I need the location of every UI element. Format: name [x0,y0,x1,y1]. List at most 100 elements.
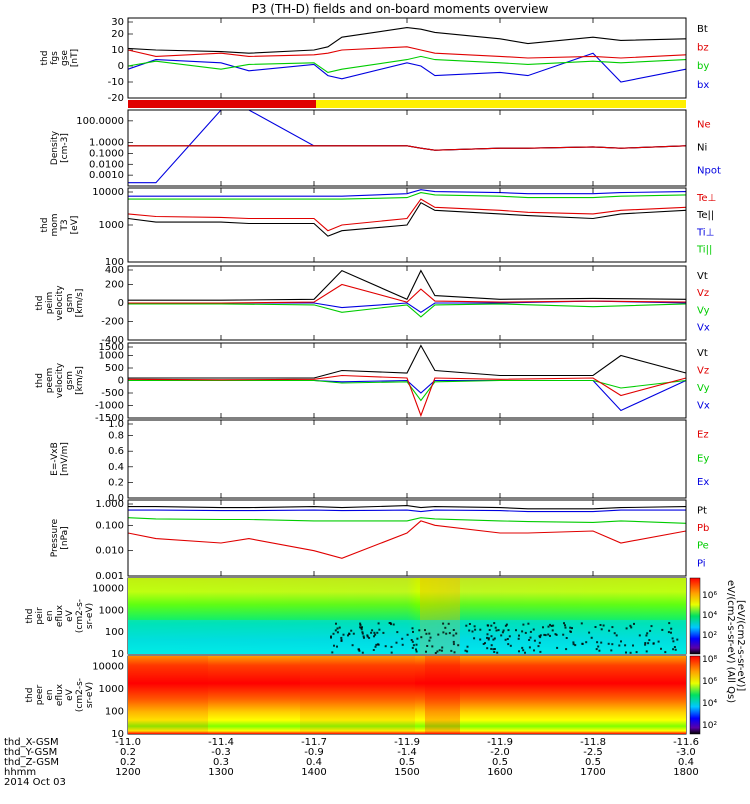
ion-spectrogram-ylabel-line: sr-eV) [85,603,95,629]
ion-spectrogram-speckle [590,636,593,639]
ion-spectrogram-speckle [615,634,618,637]
ion-spectrogram-speckle [610,649,613,652]
ion-spectrogram-speckle [452,634,455,637]
ion-spectrogram-speckle [361,632,364,635]
ion-spectrogram-speckle [428,632,431,635]
efield-ytick-label: 0.4 [108,462,124,473]
ion-spectrogram-speckle [490,644,493,647]
ion-spectrogram-speckle [336,645,338,648]
ion-spectrogram-speckle [490,624,493,627]
electron-spectrogram-ylabel-line: eV [65,688,75,701]
ion-spectrogram-speckle [555,633,558,636]
ion-spectrogram-speckle [611,643,614,646]
ion-spectrogram-speckle [373,631,376,634]
ion-spectrogram-speckle [392,623,395,626]
ion-spectrogram-speckle [652,642,655,645]
ion-spectrogram-speckle [416,637,419,640]
electron-spectrogram-ylabel-line: en [45,689,55,700]
ion-spectrogram-speckle [571,627,573,630]
ion-spectrogram-ylabel-line: thd [25,609,35,624]
mode-bar-yellow [316,100,686,108]
ion-spectrogram-speckle [564,626,567,629]
ion-spectrogram-speckle [638,634,641,637]
electron-colorbar [689,655,701,735]
ion-spectrogram-speckle [650,625,653,628]
density-legend-Npot: Npot [697,165,721,176]
density-ytick-label: 0.1000 [89,148,124,159]
ion-spectrogram-speckle [366,635,369,638]
ion-spectrogram-speckle [358,649,361,652]
ion-spectrogram-speckle [373,635,375,638]
ion-spectrogram-speckle [447,622,450,625]
ion-spectrogram-speckle [674,648,677,651]
ion-spectrogram-speckle [521,630,524,633]
ion-colorbar-label: eV/(cm2-s-sr-eV) (All Qs) [725,580,736,703]
density-legend-Ne: Ne [697,119,711,130]
fgs-ytick-label: 30 [111,17,124,28]
electron-velocity-legend-Vy: Vy [697,383,710,394]
ion-velocity-legend-Vx: Vx [697,323,710,334]
ion-spectrogram-speckle [359,626,362,629]
ion-spectrogram-speckle [533,649,535,652]
electron-spectrogram-ylabel-line: eflux [55,683,65,706]
ion-spectrogram-speckle [330,636,332,639]
orbit-row-value: -11.4 [208,737,234,748]
pressure-ytick-label: 0.100 [95,520,124,531]
ion-spectrogram-speckle [644,643,647,646]
ion-spectrogram-speckle [371,629,374,632]
ion-spectrogram-speckle [635,651,638,654]
orbit-row-value: -11.0 [115,737,141,748]
electron-velocity-ytick-label: -1000 [95,401,124,412]
ion-spectrogram-speckle [542,626,544,629]
orbit-row-value: -11.8 [580,737,606,748]
temperature-ytick-label: 1000 [99,220,124,231]
ion-spectrogram-speckle [464,649,467,652]
ion-spectrogram-speckle [448,632,451,635]
ion-spectrogram-speckle [484,642,486,645]
ion-spectrogram-speckle [661,628,664,631]
electron-colorbar-tick: 10² [702,721,717,731]
orbit-row-label: thd_X-GSM [4,737,59,748]
electron-velocity-ytick-label: -1500 [95,413,124,424]
orbit-row-value: -0.9 [304,747,324,758]
ion-spectrogram-speckle [330,635,332,638]
ion-spectrogram-speckle [425,650,427,653]
ion-spectrogram-speckle [524,631,527,634]
temperature-legend-Ti||: Ti|| [696,245,712,256]
pressure-legend-Pe: Pe [697,541,709,552]
pressure-legend-Pb: Pb [697,523,709,534]
ion-spectrogram-speckle [504,624,507,627]
electron-velocity-ytick-label: 1500 [99,342,124,353]
ion-colorbar [689,577,701,655]
orbit-row-value: -2.0 [490,747,510,758]
ion-spectrogram-speckle [372,649,375,651]
orbit-row-value: 0.2 [120,757,136,768]
ion-spectrogram-speckle [518,634,520,637]
ion-spectrogram-speckle [572,643,575,646]
ion-spectrogram-speckle [468,623,471,625]
pressure-panel: 1.000 0.100 0.010 0.001 Pressure [nPa] Pt Pb Pe P… [50,499,709,582]
ion-spectrogram-speckle [515,629,517,632]
density-series-Ne [128,145,687,151]
orbit-row-value: 0.5 [399,757,415,768]
ion-spectrogram-speckle [502,629,505,632]
ion-spectrogram-speckle [598,649,601,652]
fgs-ytick-label: -20 [108,93,124,104]
ion-spectrogram-speckle [600,628,603,631]
orbit-row-value: 0.4 [678,757,694,768]
ion-spectrogram-speckle [486,633,489,636]
ion-spectrogram-speckle [629,624,632,627]
ion-spectrogram-speckle [336,627,339,630]
ion-spectrogram-speckle [412,644,415,647]
ion-spectrogram-speckle [410,639,413,641]
ion-spectrogram-speckle [633,622,635,625]
pressure-ytick-label: 1.000 [95,499,124,510]
orbit-row-label: thd_Z-GSM [4,757,59,768]
temperature-series-Te|| [127,201,687,237]
ion-spectrogram-speckle [563,622,565,625]
ion-spectrogram-speckle [361,626,363,629]
ion-velocity-ylabel-line: peim [45,292,55,315]
electron-velocity-legend-Vx: Vx [697,400,710,411]
fgs-ylabel-line: thd [40,51,50,66]
ion-spectrogram-speckle [415,650,418,653]
